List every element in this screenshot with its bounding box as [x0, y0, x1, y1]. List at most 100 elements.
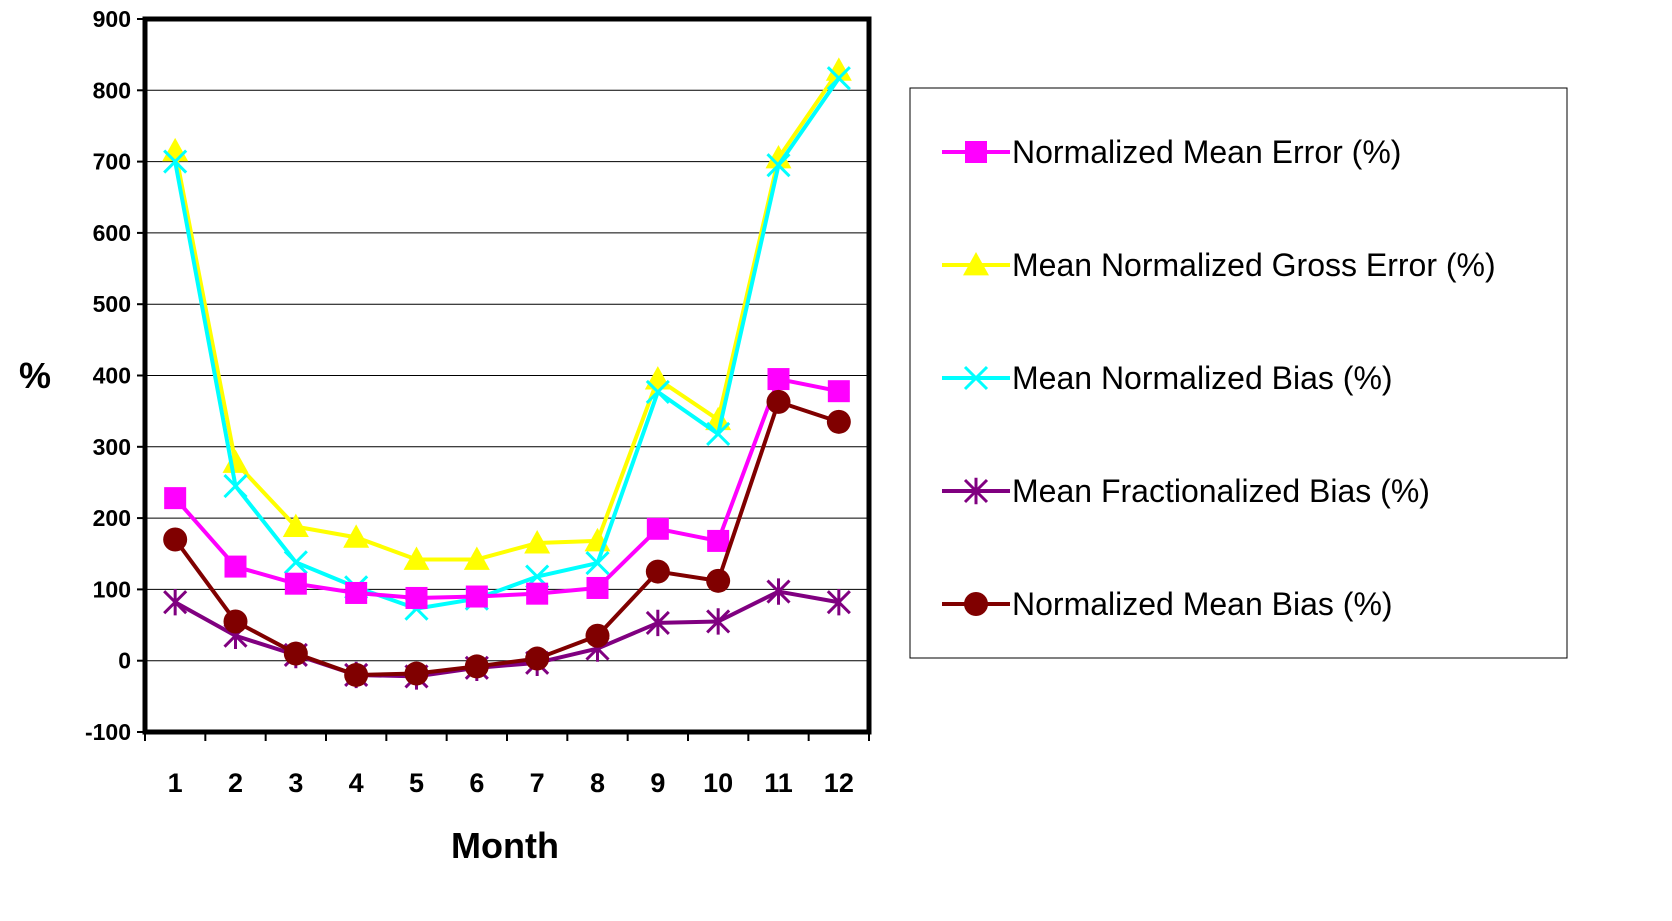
legend-label: Mean Normalized Bias (%) [1012, 360, 1393, 396]
data-point [965, 141, 987, 163]
data-point [765, 145, 792, 169]
data-point [767, 368, 790, 391]
legend-label: Mean Normalized Gross Error (%) [1012, 247, 1496, 283]
legend-label: Mean Fractionalized Bias (%) [1012, 473, 1430, 509]
data-point [964, 592, 988, 616]
data-point [826, 409, 851, 434]
data-point [463, 546, 490, 570]
y-tick-label: 900 [93, 6, 131, 32]
data-point [826, 589, 851, 616]
data-point [344, 662, 369, 687]
data-point [766, 153, 791, 178]
data-point [403, 546, 430, 570]
x-tick-label: 9 [650, 768, 665, 798]
data-point [706, 421, 731, 447]
data-point [645, 379, 670, 404]
series-1 [164, 368, 850, 609]
data-point [524, 530, 551, 554]
y-tick-label: 100 [93, 576, 131, 602]
data-point [223, 609, 248, 634]
data-point [585, 623, 610, 648]
data-point [586, 576, 609, 599]
series-line [173, 377, 840, 600]
x-tick-label: 10 [703, 768, 733, 798]
legend-item: Normalized Mean Bias (%) [942, 586, 1393, 622]
data-point [222, 449, 249, 473]
legend: Normalized Mean Error (%) Mean Normalized… [909, 87, 1568, 659]
y-tick-label: 800 [93, 77, 131, 103]
data-point [163, 527, 188, 552]
legend-item: Mean Fractionalized Bias (%) [942, 473, 1430, 509]
data-point [644, 366, 671, 390]
series-2 [162, 57, 852, 570]
data-point [827, 380, 850, 403]
x-tick-label: 4 [349, 768, 364, 798]
y-axis-title: % [19, 355, 51, 396]
data-point [707, 529, 730, 552]
x-tick-label: 1 [168, 768, 183, 798]
y-tick-label: 600 [93, 220, 131, 246]
data-point [224, 555, 247, 578]
legend-item: Mean Normalized Bias (%) [942, 360, 1393, 396]
x-tick-label: 7 [530, 768, 545, 798]
data-point [163, 149, 188, 174]
data-point [223, 473, 248, 499]
x-tick-label: 11 [764, 768, 793, 798]
x-tick-label: 12 [824, 768, 854, 798]
legend-item: Mean Normalized Gross Error (%) [942, 247, 1496, 283]
legend-item: Normalized Mean Error (%) [942, 134, 1401, 170]
data-point [464, 654, 489, 679]
data-point [963, 477, 989, 505]
x-axis-title: Month [451, 825, 559, 866]
y-tick-label: 700 [93, 149, 131, 175]
y-tick-label: 500 [93, 291, 131, 317]
y-tick-label: -100 [85, 719, 131, 745]
data-point [283, 641, 308, 666]
series-line [173, 69, 841, 562]
x-axis-tick-labels: 1 2 3 4 5 6 7 8 9 10 11 12 [168, 768, 854, 798]
x-axis-ticks [144, 732, 870, 741]
series-layer [162, 57, 852, 690]
x-tick-label: 8 [590, 768, 605, 798]
data-point [164, 487, 187, 510]
legend-label: Normalized Mean Bias (%) [1012, 586, 1393, 622]
data-point [826, 66, 851, 91]
legend-label: Normalized Mean Error (%) [1012, 134, 1401, 170]
data-point [766, 578, 791, 605]
data-point [163, 589, 188, 616]
data-point [465, 585, 488, 608]
series-5 [163, 389, 851, 687]
y-tick-label: 300 [93, 434, 131, 460]
data-point [585, 550, 610, 576]
x-tick-label: 5 [409, 768, 424, 798]
data-point [405, 586, 428, 609]
x-tick-label: 2 [228, 768, 243, 798]
legend-box [909, 87, 1568, 659]
y-axis-tick-labels: -100 0 100 200 300 400 500 600 700 800 900 [85, 6, 145, 745]
data-point [283, 550, 308, 575]
y-tick-label: 400 [93, 363, 131, 389]
y-tick-label: 0 [118, 648, 131, 674]
data-point [963, 365, 989, 391]
gridlines [145, 89, 869, 662]
data-point [525, 646, 550, 671]
data-point [766, 389, 791, 414]
series-3 [163, 66, 851, 621]
data-point [282, 513, 309, 538]
x-tick-label: 6 [469, 768, 484, 798]
data-point [526, 582, 549, 605]
series-line [173, 77, 841, 611]
data-point [404, 661, 429, 686]
data-point [284, 572, 307, 595]
data-point [645, 609, 670, 637]
data-point [963, 252, 989, 276]
data-point [706, 568, 731, 593]
data-point [825, 57, 852, 81]
x-tick-label: 3 [288, 768, 303, 798]
data-point [162, 137, 189, 162]
data-point [646, 517, 669, 540]
data-point [705, 406, 732, 431]
y-tick-label: 200 [93, 505, 131, 531]
data-point [345, 581, 368, 604]
